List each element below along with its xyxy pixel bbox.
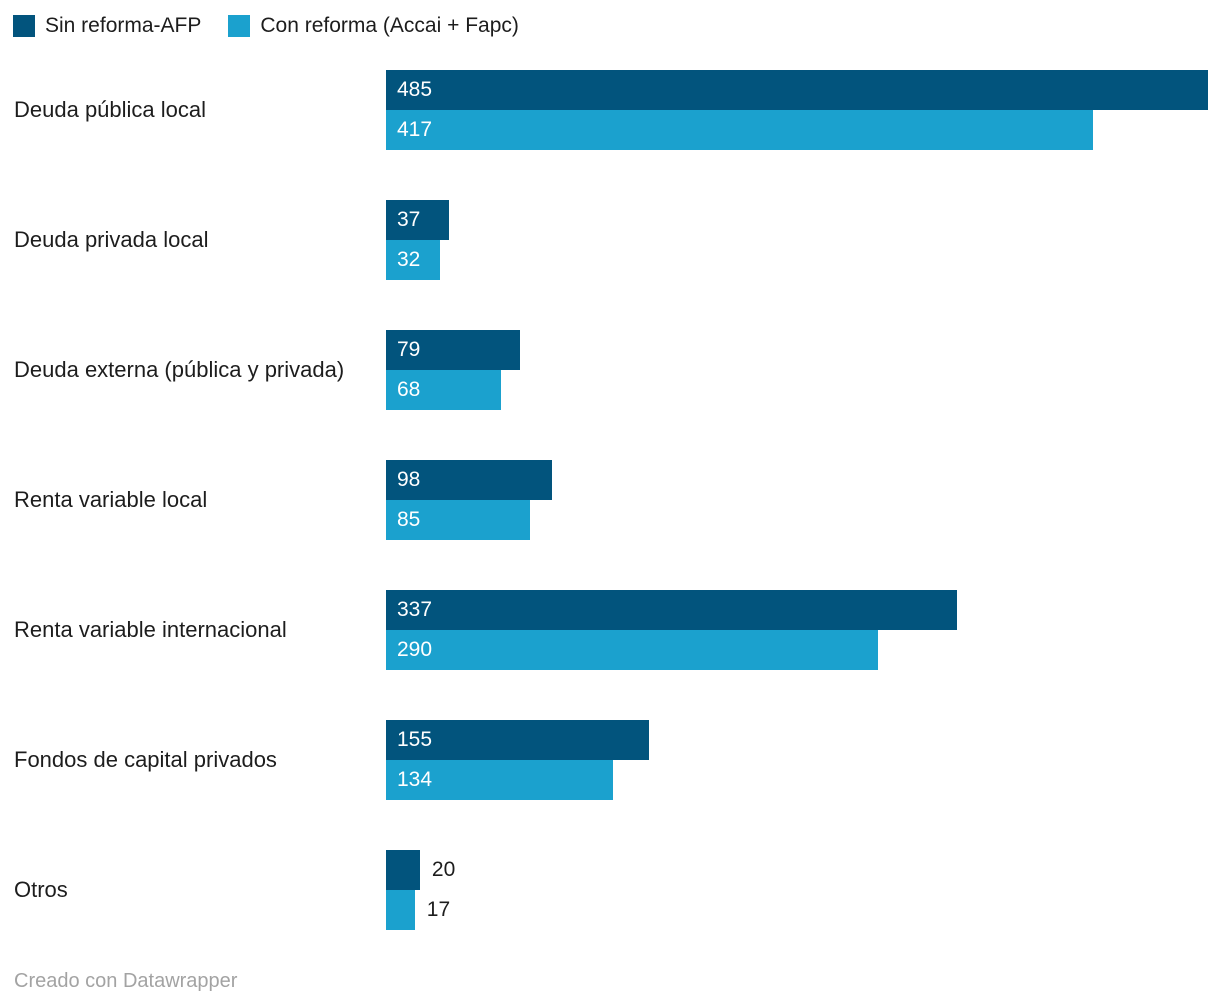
legend: Sin reforma-AFP Con reforma (Accai + Fap… <box>13 14 519 38</box>
value-label: 68 <box>397 378 421 401</box>
bar-sin-reforma: 79 <box>386 330 520 370</box>
bar-chart-area: Deuda pública local 485 417 Deuda privada l… <box>0 70 1220 930</box>
bar-group: Otros 20 17 <box>0 850 1220 930</box>
bar-con-reforma: 85 <box>386 500 531 540</box>
bar-group: Fondos de capital privados 155 134 <box>0 720 1220 800</box>
category-label: Renta variable local <box>14 487 208 512</box>
legend-label-sin-reforma: Sin reforma-AFP <box>45 14 202 37</box>
category-label: Fondos de capital privados <box>14 747 277 772</box>
bar-con-reforma: 290 <box>386 630 878 670</box>
bar-group: Renta variable local 98 85 <box>0 460 1220 540</box>
bar-con-reforma: 17 <box>386 890 450 930</box>
legend-item-con-reforma: Con reforma (Accai + Fapc) <box>228 14 519 38</box>
value-label: 37 <box>397 208 421 231</box>
bar-sin-reforma: 155 <box>386 720 649 760</box>
value-label: 485 <box>397 78 433 101</box>
value-label: 32 <box>397 248 421 271</box>
bar-group: Deuda privada local 37 32 <box>0 200 1220 280</box>
category-label: Deuda pública local <box>14 97 207 122</box>
bar-sin-reforma: 20 <box>386 850 455 890</box>
bar-con-reforma: 68 <box>386 370 502 410</box>
value-label: 134 <box>397 768 433 791</box>
category-label: Deuda privada local <box>14 227 209 252</box>
bar-sin-reforma: 98 <box>386 460 553 500</box>
bar-sin-reforma: 37 <box>386 200 449 240</box>
value-label: 79 <box>397 338 421 361</box>
bar-con-reforma: 134 <box>386 760 614 800</box>
legend-swatch-con-reforma-icon <box>228 15 251 37</box>
legend-item-sin-reforma: Sin reforma-AFP <box>13 14 201 38</box>
value-label: 98 <box>397 468 421 491</box>
category-label: Otros <box>14 877 68 902</box>
value-label: 17 <box>426 898 451 921</box>
category-label: Renta variable internacional <box>14 617 287 642</box>
value-label: 85 <box>397 508 421 531</box>
bar-sin-reforma: 485 <box>386 70 1208 110</box>
value-label: 20 <box>431 858 456 881</box>
bar-sin-reforma: 337 <box>386 590 958 630</box>
value-label: 337 <box>397 598 433 621</box>
bar-group: Deuda externa (pública y privada) 79 68 <box>0 330 1220 410</box>
value-label: 417 <box>397 118 433 141</box>
attribution-text: Creado con Datawrapper <box>14 970 238 992</box>
bar-group: Deuda pública local 485 417 <box>0 70 1220 150</box>
legend-label-con-reforma: Con reforma (Accai + Fapc) <box>260 14 519 37</box>
category-label: Deuda externa (pública y privada) <box>14 357 345 382</box>
value-label: 290 <box>397 638 433 661</box>
value-label: 155 <box>397 728 433 751</box>
bar-con-reforma: 417 <box>386 110 1093 150</box>
legend-swatch-sin-reforma-icon <box>13 15 35 37</box>
bar-group: Renta variable internacional 337 290 <box>0 590 1220 670</box>
bar-con-reforma: 32 <box>386 240 441 280</box>
